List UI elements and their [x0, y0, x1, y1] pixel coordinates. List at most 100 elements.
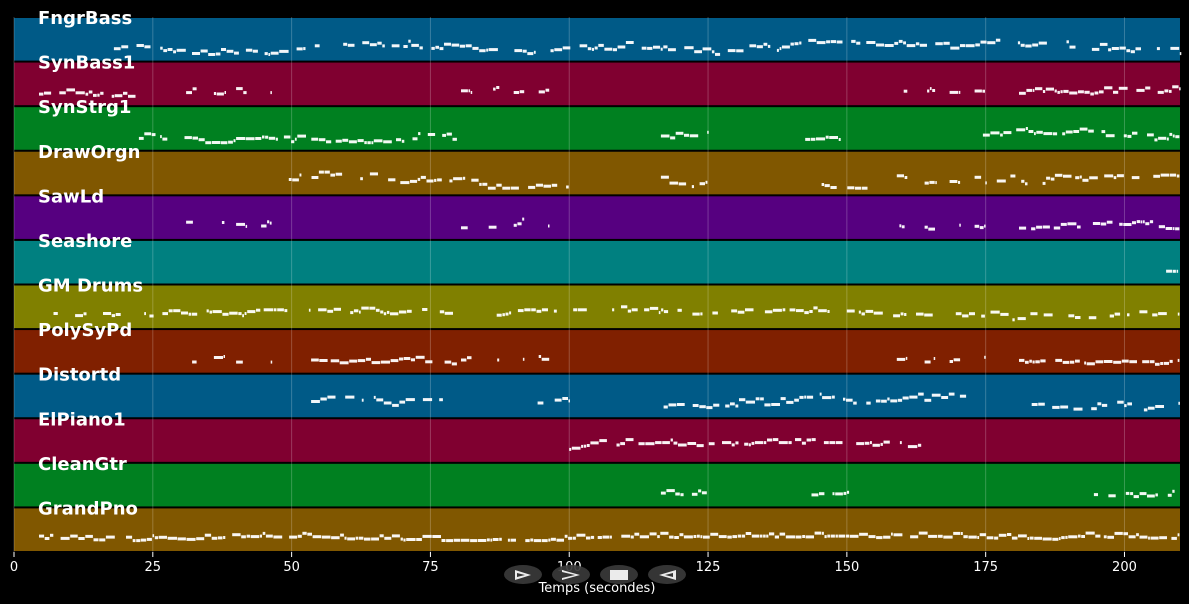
note-mark [684, 133, 689, 137]
note-mark [896, 357, 906, 361]
note-mark [1017, 41, 1021, 45]
note-mark [204, 533, 212, 537]
note-mark [735, 441, 739, 445]
note-mark [1127, 313, 1130, 317]
note-mark [188, 312, 191, 316]
note-mark [1159, 536, 1167, 540]
note-mark [243, 91, 247, 95]
note-mark [1084, 361, 1087, 365]
note-mark [566, 185, 569, 189]
note-mark [943, 41, 950, 45]
note-mark [562, 46, 571, 50]
rewind-button[interactable] [648, 565, 686, 584]
note-mark [245, 137, 255, 141]
note-mark [1065, 535, 1068, 539]
note-mark [929, 87, 932, 91]
note-mark [661, 308, 664, 312]
note-mark [434, 178, 437, 182]
note-mark [411, 43, 419, 47]
note-mark [1079, 175, 1082, 179]
note-mark [1116, 174, 1124, 178]
note-mark [856, 41, 861, 45]
note-mark [299, 173, 302, 177]
note-mark [502, 313, 505, 317]
note-mark [525, 539, 530, 543]
note-mark [538, 90, 545, 94]
note-mark [827, 310, 830, 313]
note-mark [904, 176, 908, 179]
note-mark [1172, 489, 1175, 493]
note-mark [727, 49, 736, 53]
note-mark [581, 444, 583, 448]
note-mark [252, 49, 258, 53]
note-mark [297, 134, 306, 138]
note-mark [805, 535, 814, 539]
note-mark [435, 45, 439, 49]
note-mark [1150, 536, 1159, 540]
note-mark [270, 91, 272, 95]
note-mark [899, 224, 902, 228]
note-mark [1046, 176, 1051, 180]
note-mark [294, 137, 297, 141]
note-mark [816, 137, 826, 141]
note-mark [530, 538, 534, 542]
note-mark [924, 398, 932, 402]
note-mark [631, 308, 638, 312]
note-mark [1052, 537, 1059, 541]
note-mark [1169, 173, 1177, 177]
note-mark [410, 179, 418, 183]
note-mark [1155, 493, 1158, 497]
note-mark [275, 137, 278, 141]
note-mark [1016, 128, 1026, 132]
note-mark [645, 442, 655, 446]
x-axis-label: Temps (secondes) [538, 581, 656, 596]
stop-button[interactable] [600, 565, 638, 584]
note-mark [674, 536, 679, 539]
note-mark [1066, 40, 1069, 44]
note-mark [399, 400, 406, 404]
note-mark [898, 39, 903, 43]
note-mark [470, 539, 478, 543]
note-mark [1089, 176, 1098, 180]
note-mark [550, 537, 556, 541]
note-mark [660, 47, 663, 51]
note-mark [986, 536, 994, 540]
note-mark [731, 309, 738, 313]
note-mark [953, 358, 961, 362]
note-mark [1142, 360, 1150, 364]
note-mark [677, 403, 685, 406]
note-mark [673, 441, 678, 445]
x-tick-label: 50 [283, 560, 300, 575]
note-mark [1109, 314, 1114, 318]
note-mark [625, 41, 634, 44]
note-mark [941, 396, 949, 399]
note-mark [449, 179, 453, 183]
note-mark [269, 221, 272, 225]
track-name-label: PolySyPd [38, 320, 132, 341]
forward-button[interactable] [552, 565, 590, 584]
track-name-label: CleanGtr [38, 454, 127, 475]
note-mark [256, 308, 261, 312]
note-mark [1118, 86, 1128, 90]
note-mark [1068, 535, 1078, 539]
note-mark [536, 309, 542, 313]
note-mark [1007, 533, 1012, 536]
note-mark [1132, 131, 1138, 135]
note-mark [123, 91, 128, 95]
note-mark [969, 312, 975, 316]
note-mark [437, 178, 442, 182]
note-mark [634, 532, 640, 536]
play-button[interactable] [504, 565, 542, 584]
note-mark [799, 41, 802, 45]
note-mark [259, 534, 262, 538]
note-mark [50, 533, 54, 537]
note-mark [711, 50, 715, 54]
x-tick-label: 125 [696, 560, 721, 575]
note-mark [1036, 130, 1043, 134]
note-mark [838, 138, 841, 141]
note-mark [1156, 47, 1160, 51]
note-mark [1175, 135, 1180, 139]
note-mark [513, 91, 520, 94]
note-mark [128, 94, 136, 98]
note-mark [383, 140, 392, 144]
